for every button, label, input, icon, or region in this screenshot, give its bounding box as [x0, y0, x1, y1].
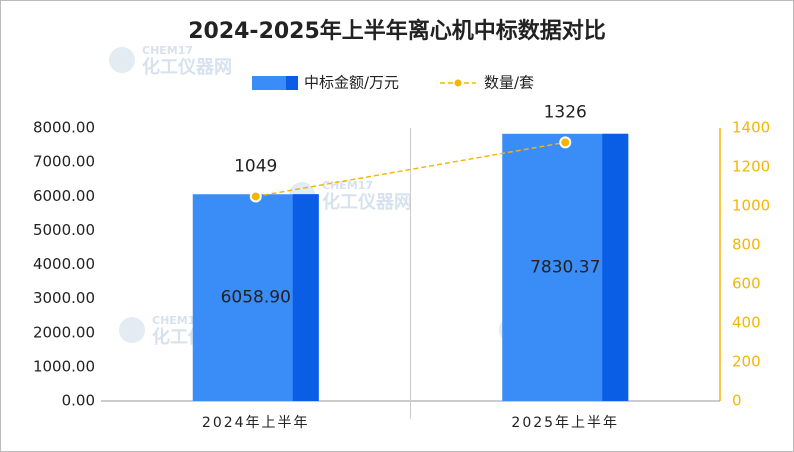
y-tick-label: 0.00 — [62, 392, 95, 410]
y2-tick-label: 1200 — [732, 158, 770, 176]
watermark-text: 化工仪器网 — [142, 56, 232, 78]
watermark-logo — [109, 47, 135, 73]
legend-label: 中标金额/万元 — [304, 74, 399, 92]
y2-tick-label: 400 — [732, 314, 761, 332]
watermark-text: 化工仪器网 — [322, 191, 412, 213]
y-tick-label: 3000.00 — [33, 289, 95, 307]
y2-tick-label: 1400 — [732, 119, 770, 137]
line-point — [249, 190, 262, 203]
legend-swatch-edge — [286, 76, 298, 90]
y2-tick-label: 800 — [732, 236, 761, 254]
value-label: 7830.37 — [530, 257, 600, 277]
watermark-logo — [119, 317, 145, 343]
y-tick-label: 1000.00 — [33, 357, 95, 375]
y2-tick-label: 1000 — [732, 197, 770, 215]
y2-tick-label: 0 — [732, 392, 742, 410]
y-tick-label: 8000.00 — [33, 119, 95, 137]
value-label: 1049 — [234, 156, 277, 176]
y-tick-label: 2000.00 — [33, 323, 95, 341]
legend-label: 数量/套 — [484, 74, 534, 92]
y-tick-label: 5000.00 — [33, 221, 95, 239]
x-tick-label: 2024年上半年 — [202, 415, 310, 431]
value-label: 6058.90 — [221, 288, 291, 308]
y-tick-label: 6000.00 — [33, 187, 95, 205]
y-tick-label: 7000.00 — [33, 153, 95, 171]
bar-edge — [602, 133, 629, 401]
y2-tick-label: 200 — [732, 353, 761, 371]
y2-tick-label: 600 — [732, 275, 761, 293]
watermark-text: CHEM17 — [322, 179, 373, 192]
line — [255, 141, 566, 198]
line-point — [559, 136, 572, 149]
x-tick-label: 2025年上半年 — [511, 415, 619, 431]
bar-edge — [292, 194, 319, 401]
watermark-text: CHEM17 — [142, 44, 193, 57]
chart-title: 2024-2025年上半年离心机中标数据对比 — [188, 18, 606, 44]
legend-marker — [454, 79, 462, 87]
y-tick-label: 4000.00 — [33, 255, 95, 273]
value-label: 1326 — [544, 102, 587, 122]
watermark-text: CHEM17 — [152, 314, 203, 327]
